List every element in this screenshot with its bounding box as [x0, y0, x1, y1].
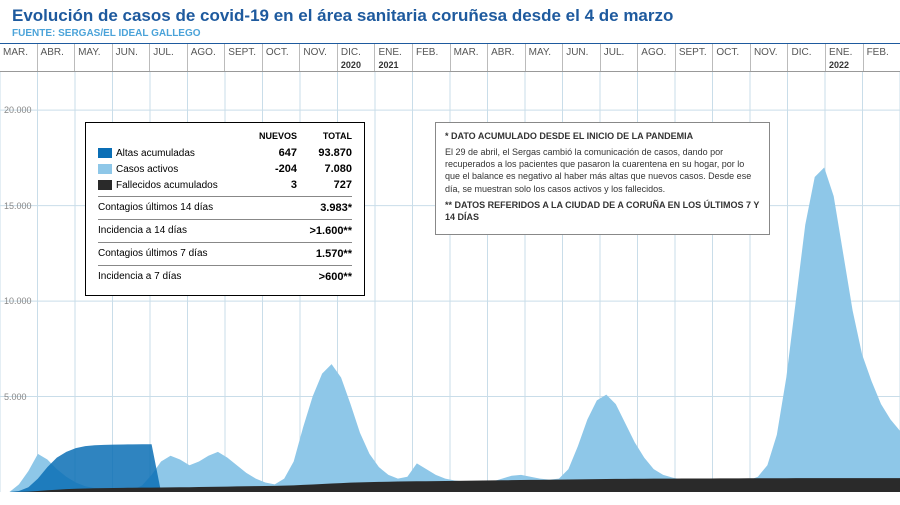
month-cell: OCT. [712, 44, 750, 71]
legend-swatch [98, 148, 112, 158]
month-cell: SEPT. [224, 44, 262, 71]
month-cell: MAY. [525, 44, 563, 71]
legend-label: Casos activos [116, 164, 242, 175]
legend-nuevos: -204 [242, 163, 297, 175]
extra-value: >600** [319, 271, 352, 283]
note-heading-2: ** DATOS REFERIDOS A LA CIUDAD DE A CORU… [445, 199, 760, 223]
extra-label: Incidencia a 7 días [98, 271, 319, 283]
y-tick-label: 10.000 [4, 296, 32, 306]
legend-label: Altas acumuladas [116, 148, 242, 159]
legend-row: Fallecidos acumulados 3 727 [98, 177, 352, 193]
legend-extra-row: Contagios últimos 7 días 1.570** [98, 246, 352, 262]
extra-value: 1.570** [316, 248, 352, 260]
legend-nuevos: 647 [242, 147, 297, 159]
year-mark: 2020 [341, 60, 361, 70]
extra-label: Contagios últimos 14 días [98, 202, 320, 214]
month-cell: AGO. [637, 44, 675, 71]
month-cell: FEB. [863, 44, 900, 71]
legend-header-nuevos: NUEVOS [242, 131, 297, 141]
month-cell: ENE.2021 [374, 44, 412, 71]
legend-total: 7.080 [297, 163, 352, 175]
extra-label: Contagios últimos 7 días [98, 248, 316, 260]
chart-source: FUENTE: SERGAS/EL IDEAL GALLEGO [0, 28, 900, 44]
legend-nuevos: 3 [242, 179, 297, 191]
y-tick-label: 20.000 [4, 105, 32, 115]
month-cell: NOV. [299, 44, 337, 71]
year-mark: 2021 [378, 60, 398, 70]
chart-title: Evolución de casos de covid-19 en el áre… [0, 0, 900, 28]
legend-label: Fallecidos acumulados [116, 180, 242, 191]
month-cell: ENE.2022 [825, 44, 863, 71]
month-cell: SEPT. [675, 44, 713, 71]
month-cell: AGO. [187, 44, 225, 71]
extra-label: Incidencia a 14 días [98, 225, 309, 237]
y-tick-label: 15.000 [4, 201, 32, 211]
extra-value: 3.983* [320, 202, 352, 214]
legend-swatch [98, 164, 112, 174]
legend-extra-row: Incidencia a 14 días >1.600** [98, 223, 352, 239]
month-cell: JUN. [112, 44, 150, 71]
month-cell: MAY. [74, 44, 112, 71]
footnote-box: * DATO ACUMULADO DESDE EL INICIO DE LA P… [435, 122, 770, 235]
month-cell: OCT. [262, 44, 300, 71]
month-cell: DIC.2020 [337, 44, 375, 71]
month-cell: JUL. [149, 44, 187, 71]
month-cell: MAR. [450, 44, 488, 71]
month-cell: MAR. [0, 44, 37, 71]
month-axis: MAR.ABR.MAY.JUN.JUL.AGO.SEPT.OCT.NOV.DIC… [0, 44, 900, 72]
legend-header-total: TOTAL [297, 131, 352, 141]
month-cell: ABR. [487, 44, 525, 71]
chart-area: 5.000 10.000 15.000 20.000 NUEVOS TOTAL Alt… [0, 72, 900, 492]
month-cell: JUN. [562, 44, 600, 71]
month-cell: ABR. [37, 44, 75, 71]
month-cell: NOV. [750, 44, 788, 71]
month-cell: FEB. [412, 44, 450, 71]
month-cell: JUL. [600, 44, 638, 71]
extra-value: >1.600** [309, 225, 352, 237]
legend-extra-row: Contagios últimos 14 días 3.983* [98, 200, 352, 216]
legend-extra-row: Incidencia a 7 días >600** [98, 269, 352, 285]
note-heading-1: * DATO ACUMULADO DESDE EL INICIO DE LA P… [445, 130, 760, 142]
legend-row: Casos activos -204 7.080 [98, 161, 352, 177]
legend-row: Altas acumuladas 647 93.870 [98, 145, 352, 161]
year-mark: 2022 [829, 60, 849, 70]
legend-total: 93.870 [297, 147, 352, 159]
legend-swatch [98, 180, 112, 190]
legend-total: 727 [297, 179, 352, 191]
y-tick-label: 5.000 [4, 392, 27, 402]
note-body: El 29 de abril, el Sergas cambió la comu… [445, 146, 760, 195]
month-cell: DIC. [787, 44, 825, 71]
legend-box: NUEVOS TOTAL Altas acumuladas 647 93.870… [85, 122, 365, 296]
